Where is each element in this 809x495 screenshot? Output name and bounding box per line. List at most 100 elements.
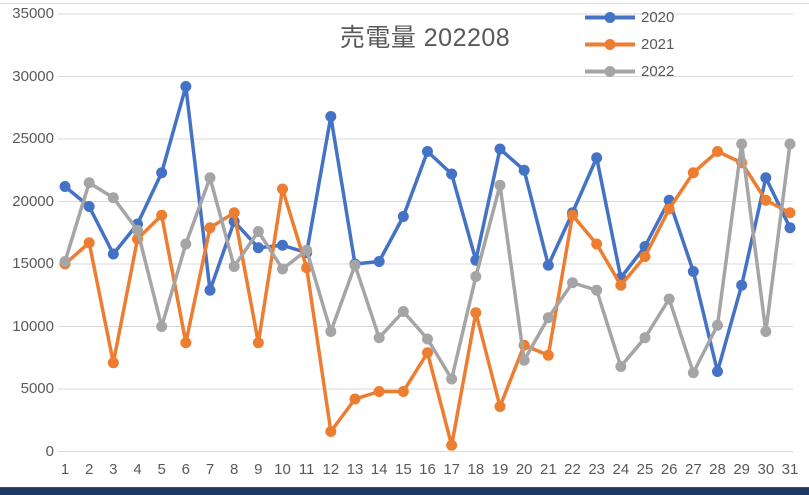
x-tick-label: 1: [60, 461, 70, 478]
data-point: [156, 167, 168, 179]
x-tick-label: 8: [229, 461, 239, 478]
x-tick-label: 27: [684, 461, 702, 478]
x-tick-label: 21: [539, 461, 557, 478]
data-point: [59, 256, 71, 267]
y-tick-label: 25000: [12, 130, 54, 147]
x-tick-label: 9: [254, 461, 263, 478]
x-tick-label: 5: [157, 461, 166, 478]
data-point: [784, 207, 796, 219]
x-tick-label: 22: [564, 461, 581, 478]
legend-line-marker-icon: [585, 12, 635, 23]
data-point: [591, 238, 603, 250]
y-tick-label: 0: [45, 442, 54, 460]
data-point: [542, 312, 554, 324]
data-point: [615, 361, 627, 372]
data-point: [446, 168, 458, 180]
data-point: [107, 192, 119, 204]
data-point: [252, 226, 264, 237]
data-point: [83, 177, 95, 189]
legend-line-marker-icon: [585, 66, 635, 77]
x-tick-label: 20: [515, 461, 533, 478]
data-point: [83, 237, 95, 249]
data-point: [325, 326, 337, 337]
legend-item-2020: 2020: [584, 4, 674, 31]
data-point: [518, 164, 530, 176]
data-point: [373, 256, 385, 267]
y-tick-label: 10000: [12, 317, 54, 335]
data-point: [494, 143, 506, 155]
data-point: [252, 337, 264, 349]
data-point: [59, 181, 71, 192]
data-point: [180, 238, 192, 250]
data-point: [107, 357, 119, 369]
chart-legend: 2020 2021 2022: [584, 4, 674, 85]
data-point: [760, 326, 772, 337]
chart-top-border: [0, 3, 809, 4]
x-tick-label: 24: [612, 461, 630, 478]
data-point: [639, 332, 651, 344]
y-tick-label: 5000: [20, 380, 54, 397]
window-bottom-edge: [0, 487, 809, 495]
data-point: [180, 337, 192, 349]
x-tick-label: 31: [781, 461, 799, 478]
x-tick-label: 15: [394, 461, 412, 478]
legend-item-2021: 2021: [584, 31, 674, 58]
x-tick-label: 30: [757, 461, 775, 478]
data-point: [567, 209, 578, 221]
x-tick-label: 6: [181, 461, 190, 478]
x-tick-label: 29: [733, 461, 750, 478]
data-point: [301, 244, 313, 256]
y-tick-label: 30000: [12, 67, 54, 85]
data-point: [784, 138, 796, 150]
x-tick-label: 12: [322, 461, 340, 478]
data-point: [760, 172, 772, 184]
data-point: [228, 207, 240, 219]
legend-item-2022: 2022: [584, 58, 674, 85]
data-point: [518, 354, 530, 366]
series-line-2020: [63, 84, 792, 374]
y-tick-label: 15000: [12, 255, 54, 272]
data-point: [494, 401, 506, 412]
x-tick-label: 25: [636, 461, 654, 478]
x-tick-label: 23: [588, 461, 605, 478]
data-point: [132, 224, 143, 236]
data-point: [542, 349, 554, 361]
data-point: [687, 266, 699, 277]
data-point: [422, 146, 433, 157]
x-tick-label: 7: [205, 461, 215, 478]
data-point: [639, 251, 651, 262]
data-point: [687, 367, 699, 379]
data-point: [325, 426, 337, 437]
data-point: [204, 172, 216, 184]
data-point: [397, 306, 409, 317]
x-tick-label: 18: [467, 461, 485, 478]
data-point: [542, 259, 554, 271]
data-point: [277, 263, 288, 275]
y-tick-label: 35000: [12, 5, 54, 22]
data-point: [156, 321, 168, 332]
data-point: [349, 393, 361, 405]
data-point: [349, 259, 361, 271]
data-point: [397, 211, 409, 222]
data-point: [494, 179, 506, 191]
data-point: [204, 222, 216, 234]
legend-label: 2020: [641, 9, 675, 26]
data-point: [422, 347, 433, 359]
data-point: [252, 242, 264, 254]
x-tick-label: 14: [370, 461, 388, 478]
legend-line-marker-icon: [585, 39, 635, 50]
data-point: [277, 183, 288, 195]
x-tick-label: 16: [419, 461, 436, 478]
data-point: [446, 439, 458, 451]
data-point: [446, 373, 458, 385]
x-tick-label: 13: [346, 461, 364, 478]
legend-label: 2022: [641, 63, 675, 80]
data-point: [567, 277, 578, 289]
x-tick-label: 10: [274, 461, 291, 478]
x-tick-label: 4: [133, 461, 142, 478]
data-point: [712, 366, 723, 377]
data-point: [784, 222, 796, 234]
data-point: [591, 152, 603, 164]
data-point: [397, 386, 409, 397]
